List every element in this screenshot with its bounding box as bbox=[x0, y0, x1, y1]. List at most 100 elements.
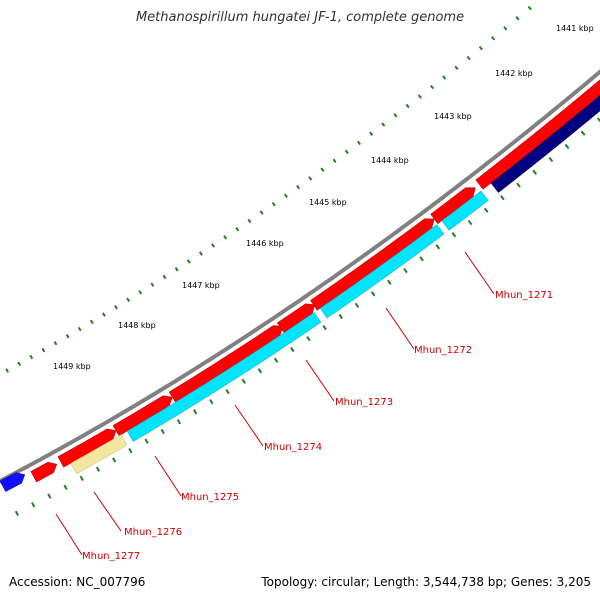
inner-tick bbox=[596, 117, 600, 123]
scale-tick bbox=[478, 46, 483, 51]
scale-tick bbox=[503, 26, 508, 31]
gene-leader-line bbox=[464, 251, 495, 295]
scale-tick bbox=[102, 312, 106, 317]
scale-tick bbox=[41, 347, 46, 353]
reverse-gene bbox=[319, 224, 445, 319]
scale-tick bbox=[150, 282, 155, 287]
scale-label: 1446 kbp bbox=[246, 239, 284, 248]
reverse-gene bbox=[441, 190, 489, 231]
inner-tick bbox=[435, 244, 441, 250]
backbone-line bbox=[0, 69, 600, 484]
label-leaders bbox=[55, 251, 495, 556]
inner-tick bbox=[47, 493, 52, 499]
scale-tick bbox=[5, 368, 9, 373]
gene-features bbox=[0, 79, 600, 492]
scale-tick bbox=[527, 5, 532, 11]
gene-label: Mhun_1271 bbox=[495, 290, 553, 301]
scale-tick bbox=[491, 36, 496, 41]
inner-tick bbox=[419, 256, 424, 262]
inner-tick bbox=[500, 195, 505, 201]
inner-tick bbox=[451, 232, 457, 238]
inner-tick bbox=[548, 156, 554, 163]
inner-tick bbox=[257, 368, 263, 374]
forward-gene bbox=[310, 218, 435, 311]
inner-tick bbox=[14, 510, 19, 517]
gene-label: Mhun_1272 bbox=[414, 345, 472, 356]
reverse-gene bbox=[126, 312, 322, 442]
gene-leader-line bbox=[385, 307, 415, 350]
inner-tick bbox=[516, 182, 521, 188]
tick-marks bbox=[5, 5, 600, 517]
scale-tick bbox=[283, 193, 288, 198]
scale-tick bbox=[271, 201, 276, 207]
scale-tick bbox=[126, 297, 131, 303]
scale-tick bbox=[259, 210, 264, 215]
inner-tick bbox=[387, 279, 392, 285]
genome-summary-text: Topology: circular; Length: 3,544,738 bp… bbox=[261, 575, 591, 589]
inner-tick bbox=[580, 130, 586, 136]
scale-tick bbox=[454, 65, 459, 71]
inner-tick bbox=[225, 388, 230, 395]
scale-tick bbox=[369, 131, 374, 136]
inner-tick bbox=[322, 325, 327, 331]
scale-label: 1443 kbp bbox=[434, 112, 472, 121]
inner-tick bbox=[63, 484, 68, 490]
scale-label: 1449 kbp bbox=[53, 362, 91, 371]
scale-label: 1445 kbp bbox=[309, 198, 347, 207]
scale-tick bbox=[186, 259, 191, 264]
scale-label: 1448 kbp bbox=[118, 321, 156, 330]
inner-tick bbox=[564, 143, 570, 149]
gene-leader-line bbox=[234, 404, 264, 447]
inner-tick bbox=[306, 336, 311, 342]
inner-tick bbox=[112, 457, 117, 463]
scale-label: 1441 kbp bbox=[556, 24, 594, 33]
inner-tick bbox=[241, 378, 246, 384]
scale-tick bbox=[235, 226, 240, 232]
scale-tick bbox=[89, 319, 94, 325]
scale-tick bbox=[162, 274, 167, 280]
scale-label: 1442 kbp bbox=[495, 69, 533, 78]
scale-tick bbox=[515, 16, 520, 21]
scale-tick bbox=[405, 103, 410, 109]
scale-tick bbox=[198, 251, 203, 256]
scale-tick bbox=[344, 149, 349, 155]
inner-tick bbox=[95, 466, 101, 472]
inner-tick bbox=[403, 268, 408, 274]
gene-leader-line bbox=[305, 359, 335, 402]
inner-tick bbox=[192, 409, 198, 415]
edge-gene bbox=[0, 472, 26, 492]
scale-label: 1444 kbp bbox=[371, 156, 409, 165]
scale-tick bbox=[65, 333, 70, 339]
scale-tick bbox=[17, 361, 22, 367]
scale-tick bbox=[430, 84, 435, 90]
scale-tick bbox=[29, 354, 34, 360]
yellow-gene bbox=[70, 434, 128, 475]
accession-text: Accession: NC_007796 bbox=[9, 575, 146, 589]
gene-label: Mhun_1277 bbox=[82, 551, 140, 562]
inner-tick bbox=[144, 438, 149, 444]
scale-tick bbox=[442, 75, 447, 80]
scale-tick bbox=[393, 113, 398, 118]
inner-tick bbox=[290, 346, 295, 353]
gene-label: Mhun_1273 bbox=[335, 397, 393, 408]
gene-leader-line bbox=[154, 455, 182, 497]
scale-tick bbox=[77, 326, 82, 332]
gene-leader-line bbox=[55, 513, 83, 556]
inner-tick bbox=[273, 357, 279, 363]
inner-tick bbox=[354, 302, 360, 308]
gene-label: Mhun_1275 bbox=[181, 492, 239, 503]
inner-tick bbox=[176, 419, 182, 425]
map-title: Methanospirillum hungatei JF-1, complete… bbox=[135, 10, 465, 25]
scale-tick bbox=[53, 340, 58, 346]
scale-tick bbox=[308, 176, 313, 181]
inner-tick bbox=[31, 502, 36, 508]
inner-tick bbox=[79, 475, 84, 482]
scale-label: 1447 kbp bbox=[182, 281, 220, 290]
scale-tick bbox=[466, 55, 471, 61]
reverse-gene bbox=[490, 94, 600, 193]
scale-tick bbox=[114, 305, 118, 310]
gene-label: Mhun_1276 bbox=[124, 527, 182, 538]
forward-gene bbox=[30, 461, 58, 483]
